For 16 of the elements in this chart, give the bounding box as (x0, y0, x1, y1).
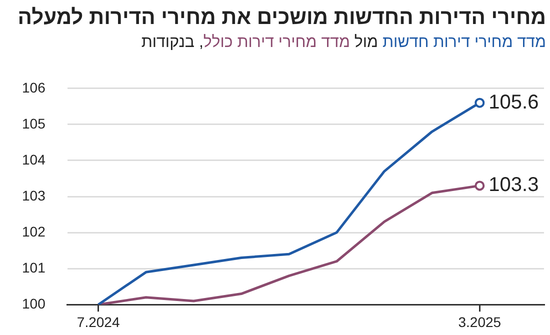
text: מדד מחירי דירות חדשות (382, 34, 546, 51)
y-tick-label: 104 (22, 151, 46, 168)
y-tick-label: 105 (22, 115, 46, 132)
text: מדד מחירי דירות כולל (203, 34, 350, 51)
y-tick-label: 103 (22, 187, 46, 204)
data-label: 105.6 (488, 91, 539, 114)
chart-title: מחירי הדירות החדשות מושכים את מחירי הדירות למעלה (18, 6, 546, 30)
data-label: 103.3 (488, 174, 539, 196)
text: מול (353, 34, 380, 51)
y-tick-label: 100 (22, 295, 46, 312)
y-tick-label: 101 (22, 259, 46, 276)
x-tick-label: 7.2024 (76, 314, 120, 330)
y-tick-label: 106 (22, 79, 46, 96)
y-tick-label: 102 (22, 223, 46, 240)
text: , בנקודות (141, 34, 204, 51)
x-tick-label: 3.2025 (458, 314, 502, 330)
